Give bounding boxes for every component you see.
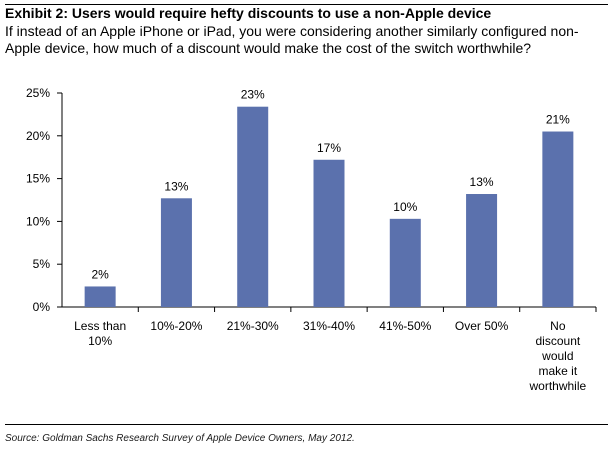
data-label: 21% [546,113,570,127]
data-label: 23% [241,88,265,102]
y-tick-label: 0% [33,300,51,314]
data-label: 10% [393,200,417,214]
bottom-rule [5,424,608,425]
category-label-line: 10%-20% [150,319,202,333]
bar [237,106,269,307]
category-label: 31%-40% [303,319,355,333]
y-tick-label: 5% [33,257,51,271]
bar-chart: 0%5%10%15%20%25%2%Less than 10%13%10%-20%… [26,86,597,393]
bar [542,131,574,307]
chart-bars [84,106,574,307]
y-tick-label: 25% [26,86,50,100]
bar [84,286,116,307]
bar [160,198,192,307]
category-label-line: make it [539,364,578,378]
category-label-line: 21%-30% [227,319,279,333]
category-label-line: No [550,319,566,333]
category-label-line: discount [536,334,581,348]
bar [466,194,498,307]
bar [389,218,421,307]
category-label: Less than 10% [74,319,126,348]
category-label: 41%-50% [379,319,431,333]
category-label-line: Over 50% [455,319,509,333]
bar [313,159,345,307]
y-tick-label: 20% [26,129,50,143]
chart-title: Exhibit 2: Users would require hefty dis… [5,5,492,21]
category-label-line: 41%-50% [379,319,431,333]
data-label: 13% [470,175,494,189]
category-label: 21%-30% [227,319,279,333]
category-label-line: 10% [88,334,112,348]
y-tick-label: 15% [26,172,50,186]
data-label: 13% [164,179,188,193]
y-tick-label: 10% [26,214,50,228]
category-label-line: worthwhile [529,379,587,393]
data-label: 2% [91,267,109,281]
data-label: 17% [317,141,341,155]
top-rule [5,4,608,5]
category-label: No discount would make it worthwhile [529,319,587,393]
category-label: 10%-20% [150,319,202,333]
chart-labels: 0%5%10%15%20%25%2%Less than 10%13%10%-20%… [26,86,587,393]
category-label-line: 31%-40% [303,319,355,333]
source-note: Source: Goldman Sachs Research Survey of… [5,433,355,444]
category-label-line: would [541,349,573,363]
chart-subtitle: If instead of an Apple iPhone or iPad, y… [5,23,579,56]
category-label: Over 50% [455,319,509,333]
category-label-line: Less than [74,319,126,333]
